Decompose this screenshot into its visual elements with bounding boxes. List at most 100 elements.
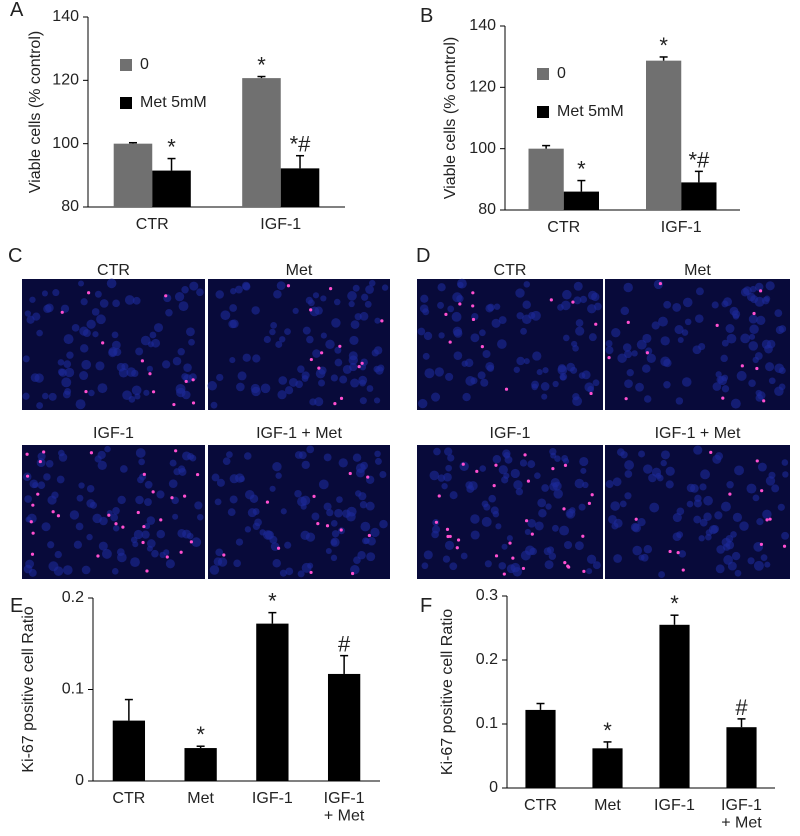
- nucleus: [251, 306, 260, 315]
- x-tick-label: Met: [594, 797, 621, 814]
- nucleus: [516, 356, 525, 366]
- nucleus: [452, 292, 463, 303]
- ki67-spot: [445, 527, 450, 531]
- nucleus: [694, 494, 702, 503]
- ki67-spot: [508, 541, 512, 545]
- nucleus: [721, 385, 730, 393]
- nucleus: [748, 341, 759, 351]
- nucleus: [434, 367, 444, 377]
- nucleus: [672, 303, 682, 312]
- nucleus: [189, 281, 199, 291]
- nucleus: [734, 465, 744, 476]
- ki67-spot: [333, 402, 337, 406]
- nucleus: [693, 515, 702, 524]
- nucleus: [643, 395, 652, 403]
- ki67-spot: [448, 340, 452, 344]
- legend-label: 0: [140, 56, 149, 73]
- nucleus: [660, 336, 670, 346]
- nucleus: [104, 445, 111, 453]
- nucleus: [522, 300, 531, 309]
- nucleus: [453, 328, 463, 338]
- nucleus: [366, 552, 376, 562]
- ki67-spot: [30, 552, 35, 556]
- nucleus: [37, 481, 46, 490]
- nucleus: [693, 499, 702, 508]
- nucleus: [163, 549, 170, 556]
- nucleus: [78, 280, 85, 287]
- nucleus: [431, 392, 441, 402]
- nucleus: [672, 512, 682, 523]
- nucleus: [642, 364, 651, 373]
- nucleus: [88, 389, 95, 397]
- ki67-spot: [339, 528, 343, 532]
- ki67-spot: [755, 366, 759, 371]
- ki67-spot: [170, 496, 174, 500]
- nucleus: [723, 297, 733, 307]
- nucleus: [734, 569, 742, 577]
- nucleus: [477, 371, 486, 380]
- nucleus: [359, 363, 367, 371]
- nucleus: [624, 379, 633, 389]
- nucleus: [297, 365, 305, 373]
- nucleus: [81, 359, 92, 370]
- nucleus: [279, 336, 286, 343]
- nucleus: [162, 360, 171, 369]
- nucleus: [721, 339, 729, 347]
- y-tick-label: 0.1: [476, 715, 498, 732]
- nucleus: [421, 562, 429, 570]
- nucleus: [284, 328, 291, 335]
- nucleus: [26, 315, 35, 324]
- nucleus: [222, 457, 231, 466]
- nucleus: [346, 512, 356, 522]
- nucleus: [99, 299, 109, 308]
- nucleus: [188, 338, 195, 346]
- nucleus: [726, 333, 737, 344]
- ki67-spot: [607, 355, 611, 360]
- nucleus: [277, 390, 287, 400]
- nucleus: [364, 300, 372, 308]
- significance-mark: #: [735, 695, 748, 720]
- nucleus: [371, 349, 379, 357]
- nucleus: [527, 460, 536, 469]
- nucleus: [605, 346, 614, 355]
- nucleus: [194, 501, 203, 510]
- nucleus: [314, 306, 323, 315]
- nucleus: [739, 521, 749, 531]
- x-tick-label: CTR: [547, 219, 580, 236]
- nucleus: [135, 448, 146, 458]
- nucleus: [764, 344, 773, 354]
- bar: [280, 168, 320, 207]
- nucleus: [441, 482, 448, 490]
- nucleus: [418, 398, 428, 409]
- nucleus: [126, 367, 136, 377]
- nucleus: [447, 454, 455, 462]
- nucleus: [562, 458, 570, 465]
- nucleus: [323, 453, 332, 462]
- y-axis-label: Viable cells (% control): [442, 37, 459, 199]
- ki67-spot: [444, 312, 448, 316]
- nucleus: [331, 530, 340, 538]
- nucleus: [591, 292, 600, 302]
- nucleus: [252, 354, 261, 363]
- nucleus: [559, 374, 566, 381]
- ki67-spot: [752, 311, 756, 316]
- ki67-spot: [645, 351, 649, 355]
- ki67-spot: [721, 396, 725, 400]
- nucleus: [677, 336, 684, 343]
- nucleus: [482, 349, 491, 359]
- nucleus: [370, 527, 380, 538]
- nucleus: [297, 570, 305, 578]
- nucleus: [269, 485, 276, 492]
- nucleus: [41, 290, 48, 297]
- nucleus: [196, 288, 204, 297]
- nucleus: [624, 460, 635, 470]
- significance-mark: *: [167, 135, 176, 160]
- nucleus: [513, 480, 523, 490]
- ki67-spot: [562, 507, 566, 511]
- nucleus: [367, 536, 376, 546]
- nucleus: [89, 501, 98, 509]
- nucleus: [121, 363, 129, 371]
- nucleus: [151, 549, 159, 558]
- nucleus: [720, 354, 728, 363]
- nucleus: [288, 377, 298, 387]
